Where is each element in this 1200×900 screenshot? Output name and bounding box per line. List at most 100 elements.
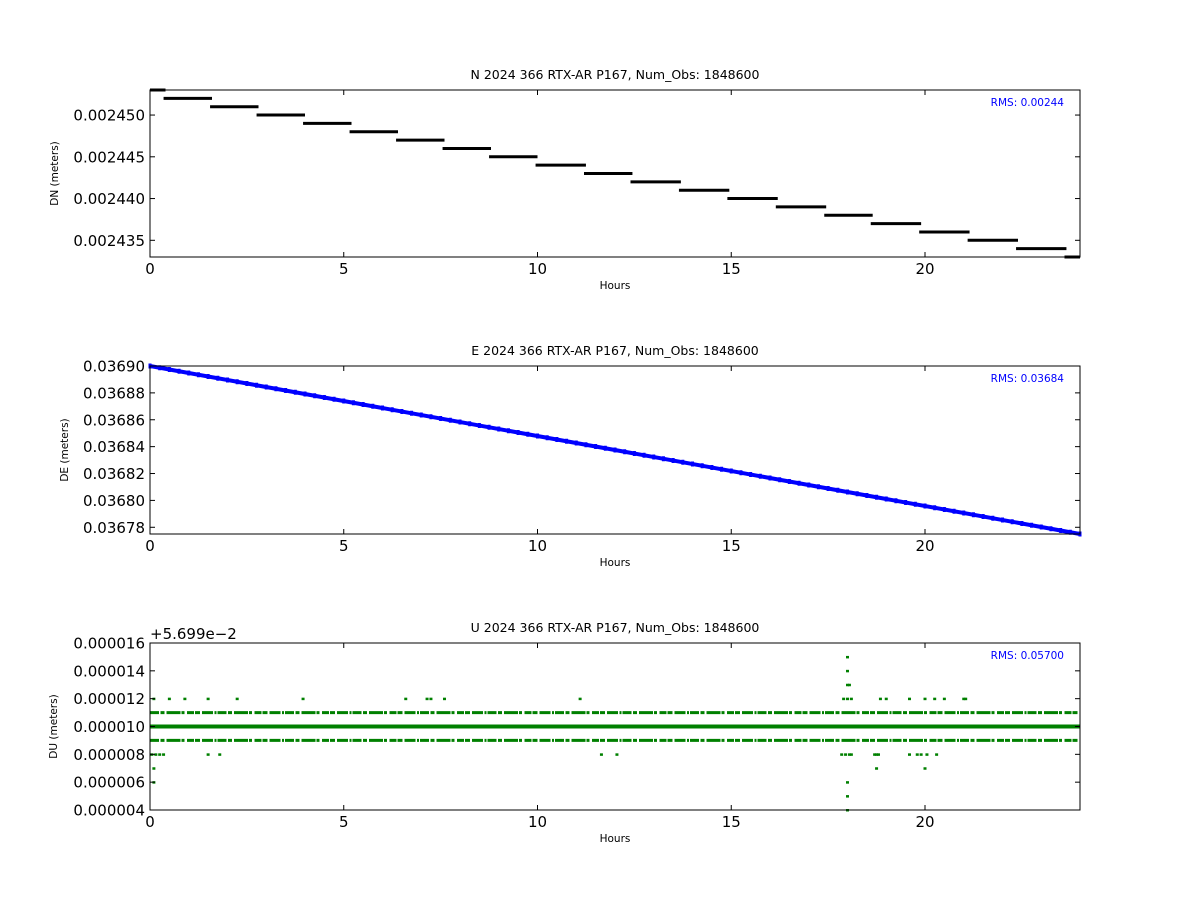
data-point-9 [443, 697, 446, 701]
data-point-14 [878, 697, 882, 701]
y-tick-label: 0.000006 [73, 774, 145, 792]
axes-frame [149, 89, 1081, 258]
data-point-21 [351, 400, 355, 406]
data-point-40 [925, 753, 929, 756]
data-point-49 [846, 683, 849, 687]
data-point-5 [301, 697, 305, 701]
data-point-5 [196, 372, 200, 378]
data-point-51 [846, 669, 849, 673]
data-point-88 [1001, 517, 1004, 523]
data-point-36 [497, 426, 501, 432]
data-point-44 [923, 767, 927, 770]
data-point-13 [849, 697, 853, 701]
data-point-6 [404, 697, 408, 701]
data-point-19 [332, 396, 336, 402]
data-point-7 [425, 697, 429, 701]
data-point-61 [739, 470, 743, 476]
data-point-52 [652, 454, 656, 460]
x-axis-label: Hours [600, 833, 631, 845]
data-point-79 [913, 501, 917, 507]
data-point-17 [313, 393, 317, 399]
data-point-64 [768, 475, 772, 481]
data-point-10 [245, 381, 249, 386]
data-point-19 [942, 697, 946, 701]
x-tick-label: 20 [915, 260, 934, 278]
data-point-63 [758, 473, 762, 479]
data-point-13 [274, 386, 278, 392]
data-point-25 [390, 407, 394, 413]
data-point-29 [429, 414, 433, 420]
data-layer [150, 88, 1080, 259]
data-point-23 [371, 403, 375, 409]
data-point-51 [642, 452, 646, 458]
data-layer [150, 655, 1080, 812]
chart-title: N 2024 366 RTX-AR P167, Num_Obs: 1848600 [471, 67, 760, 82]
y-tick-label: 0.002445 [73, 148, 145, 166]
data-point-39 [919, 753, 923, 756]
y-tick-label: 0.03680 [83, 492, 145, 510]
data-point-30 [840, 753, 844, 756]
data-point-15 [293, 389, 297, 395]
data-point-4 [235, 697, 239, 701]
y-tick-label: 0.002440 [73, 190, 145, 208]
data-point-46 [594, 444, 598, 449]
data-point-26 [206, 753, 210, 756]
data-point-41 [545, 435, 549, 441]
x-tick-label: 10 [528, 537, 547, 555]
data-point-49 [623, 449, 627, 455]
x-axis-label: Hours [600, 557, 631, 569]
data-point-60 [729, 468, 733, 474]
data-point-39 [526, 431, 530, 437]
data-point-34 [873, 753, 877, 756]
data-point-26 [400, 409, 404, 414]
x-tick-label: 15 [722, 537, 741, 555]
data-point-47 [846, 795, 849, 798]
data-point-50 [632, 451, 636, 456]
data-point-56 [691, 461, 694, 467]
data-point-12 [264, 384, 268, 390]
data-point-87 [991, 515, 995, 521]
rms-annotation: RMS: 0.00244 [991, 97, 1065, 109]
x-tick-label: 0 [145, 537, 155, 555]
data-point-34 [477, 423, 481, 428]
x-tick-label: 0 [145, 813, 155, 831]
data-point-40 [536, 433, 539, 439]
data-point-52 [846, 655, 849, 659]
data-point-28 [419, 412, 423, 418]
data-point-67 [797, 480, 801, 486]
data-point-43 [565, 438, 569, 444]
y-tick-label: 0.03684 [83, 438, 145, 456]
data-point-46 [846, 781, 849, 784]
data-point-25 [162, 753, 166, 756]
y-tick-label: 0.03682 [83, 465, 145, 483]
chart-title: U 2024 366 RTX-AR P167, Num_Obs: 1848600 [471, 620, 760, 635]
data-point-69 [816, 484, 820, 490]
data-point-14 [284, 388, 288, 393]
data-point-18 [322, 395, 326, 400]
data-point-37 [506, 428, 510, 434]
data-point-73 [855, 491, 859, 497]
data-point-89 [1010, 519, 1014, 525]
data-point-78 [904, 500, 908, 505]
data-point-3 [206, 697, 210, 701]
data-point-41 [935, 753, 939, 756]
data-point-71 [836, 487, 840, 493]
data-point-24 [381, 405, 384, 411]
y-tick-label: 0.000008 [73, 746, 145, 764]
x-tick-label: 15 [722, 260, 741, 278]
data-point-32 [847, 753, 851, 756]
data-point-86 [981, 514, 985, 519]
data-point-9 [235, 379, 239, 385]
data-point-6 [206, 374, 210, 379]
data-point-1 [167, 697, 171, 701]
data-point-33 [468, 421, 472, 427]
y-tick-label: 0.03686 [83, 411, 145, 429]
y-axis-label: DN (meters) [49, 141, 61, 206]
y-tick-label: 0.03678 [83, 519, 145, 537]
y-tick-label: 0.002450 [73, 107, 145, 125]
data-point-95 [1068, 529, 1072, 535]
data-point-2 [167, 367, 171, 372]
y-tick-label: 0.000016 [73, 635, 145, 653]
data-point-80 [923, 503, 927, 509]
